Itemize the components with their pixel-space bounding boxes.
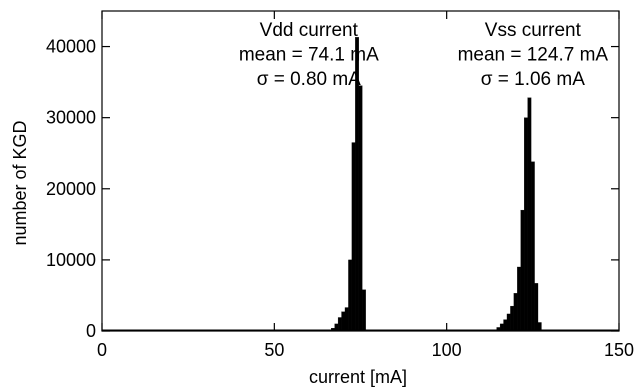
- annotation-2: Vss current mean = 124.7 mA σ = 1.06 mA: [458, 20, 609, 90]
- bar-series-2-bin-1: [499, 323, 504, 332]
- bar-series-2-bin-12: [537, 322, 542, 332]
- y-tick-label: 10000: [46, 250, 96, 270]
- bar-series-2-bin-4: [510, 305, 515, 332]
- ticks-group: 0 50 100 150 0 10000 20000 30000 40000: [46, 11, 634, 360]
- bar-series-2-bin-3: [506, 313, 511, 332]
- x-tick-label: 150: [604, 340, 634, 360]
- annotation-1: Vdd current mean = 74.1 mA σ = 0.80 mA: [239, 20, 379, 90]
- y-tick-label: 20000: [46, 179, 96, 199]
- bar-series-2-bin-9: [527, 97, 532, 332]
- bar-series-2-bin-7: [520, 209, 525, 332]
- annotation-line: mean = 124.7 mA: [458, 44, 609, 65]
- annotations-group: Vdd current mean = 74.1 mA σ = 0.80 mA Vss …: [239, 20, 609, 90]
- bar-series-1-bin-2: [337, 317, 342, 332]
- y-tick-label: 0: [86, 321, 96, 341]
- annotation-line: σ = 0.80 mA: [257, 69, 361, 90]
- bar-series-2-bin-10: [530, 161, 535, 332]
- x-tick-label: 0: [97, 340, 107, 360]
- x-axis-label: current [mA]: [309, 367, 407, 387]
- y-tick-label: 40000: [46, 37, 96, 57]
- y-axis-label: number of KGD: [10, 120, 30, 245]
- x-tick-label: 100: [432, 340, 462, 360]
- bar-series-2-bin-2: [503, 319, 508, 332]
- bar-series-1-bin-3: [341, 311, 346, 332]
- bar-series-1-bin-8: [358, 85, 363, 332]
- bar-series-2-bin-5: [513, 293, 518, 332]
- bar-series-2-bin-11: [534, 283, 539, 332]
- y-tick-label: 30000: [46, 108, 96, 128]
- bar-series-1-bin-5: [348, 259, 353, 332]
- bar-series-2-bin-6: [517, 266, 521, 332]
- annotation-line: mean = 74.1 mA: [239, 44, 379, 65]
- annotation-line: Vss current: [485, 20, 582, 41]
- bar-series-1-bin-6: [351, 142, 356, 332]
- plot-frame: [101, 10, 620, 332]
- bar-series-2-bin-8: [524, 117, 528, 332]
- x-tick-label: 50: [264, 340, 284, 360]
- bar-series-1-bin-4: [344, 307, 349, 332]
- bar-series-1-bin-1: [334, 323, 339, 332]
- annotation-line: σ = 1.06 mA: [481, 69, 585, 90]
- bar-series-1-bin-9: [362, 289, 366, 332]
- annotation-line: Vdd current: [260, 20, 359, 41]
